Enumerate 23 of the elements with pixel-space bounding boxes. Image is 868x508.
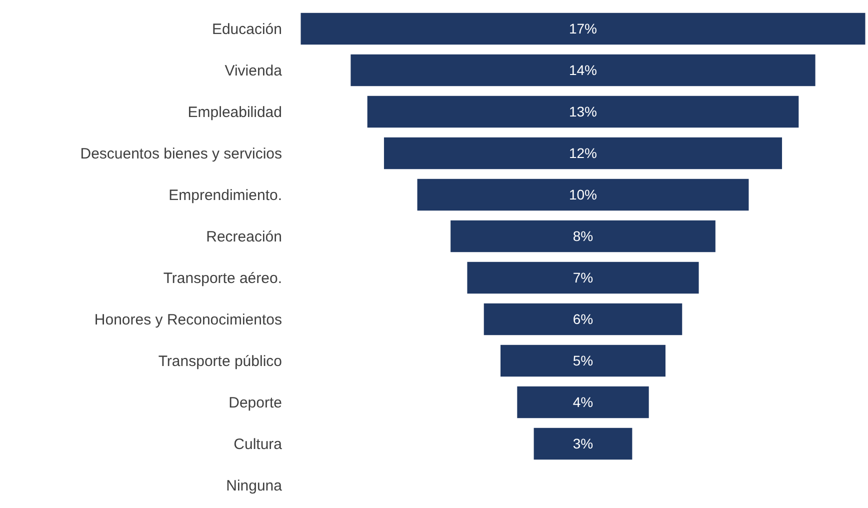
category-label: Descuentos bienes y servicios: [80, 146, 282, 162]
data-label: 14%: [568, 62, 598, 78]
category-label: Recreación: [206, 228, 282, 246]
category-label: Emprendimiento.: [168, 187, 282, 204]
category-label: Honores y Reconocimientos: [94, 312, 282, 328]
data-label: 5%: [572, 352, 594, 369]
data-label: 6%: [572, 311, 594, 328]
data-label: 7%: [572, 270, 594, 286]
category-label: Vivienda: [224, 62, 283, 80]
data-label: 13%: [568, 104, 598, 120]
category-label: Transporte público: [158, 353, 282, 370]
data-label: 3%: [572, 436, 594, 452]
category-label: Ninguna: [226, 478, 283, 494]
data-label: 10%: [568, 186, 598, 203]
data-label: 8%: [572, 228, 594, 244]
category-label: Educación: [212, 21, 282, 38]
data-label: 17%: [568, 20, 598, 37]
category-label: Cultura: [234, 436, 283, 453]
category-label: Transporte aéreo.: [163, 270, 282, 287]
data-label: 12%: [568, 145, 598, 162]
data-label: 4%: [572, 394, 594, 410]
category-label: Deporte: [228, 394, 282, 412]
category-label: Empleabilidad: [188, 104, 282, 121]
